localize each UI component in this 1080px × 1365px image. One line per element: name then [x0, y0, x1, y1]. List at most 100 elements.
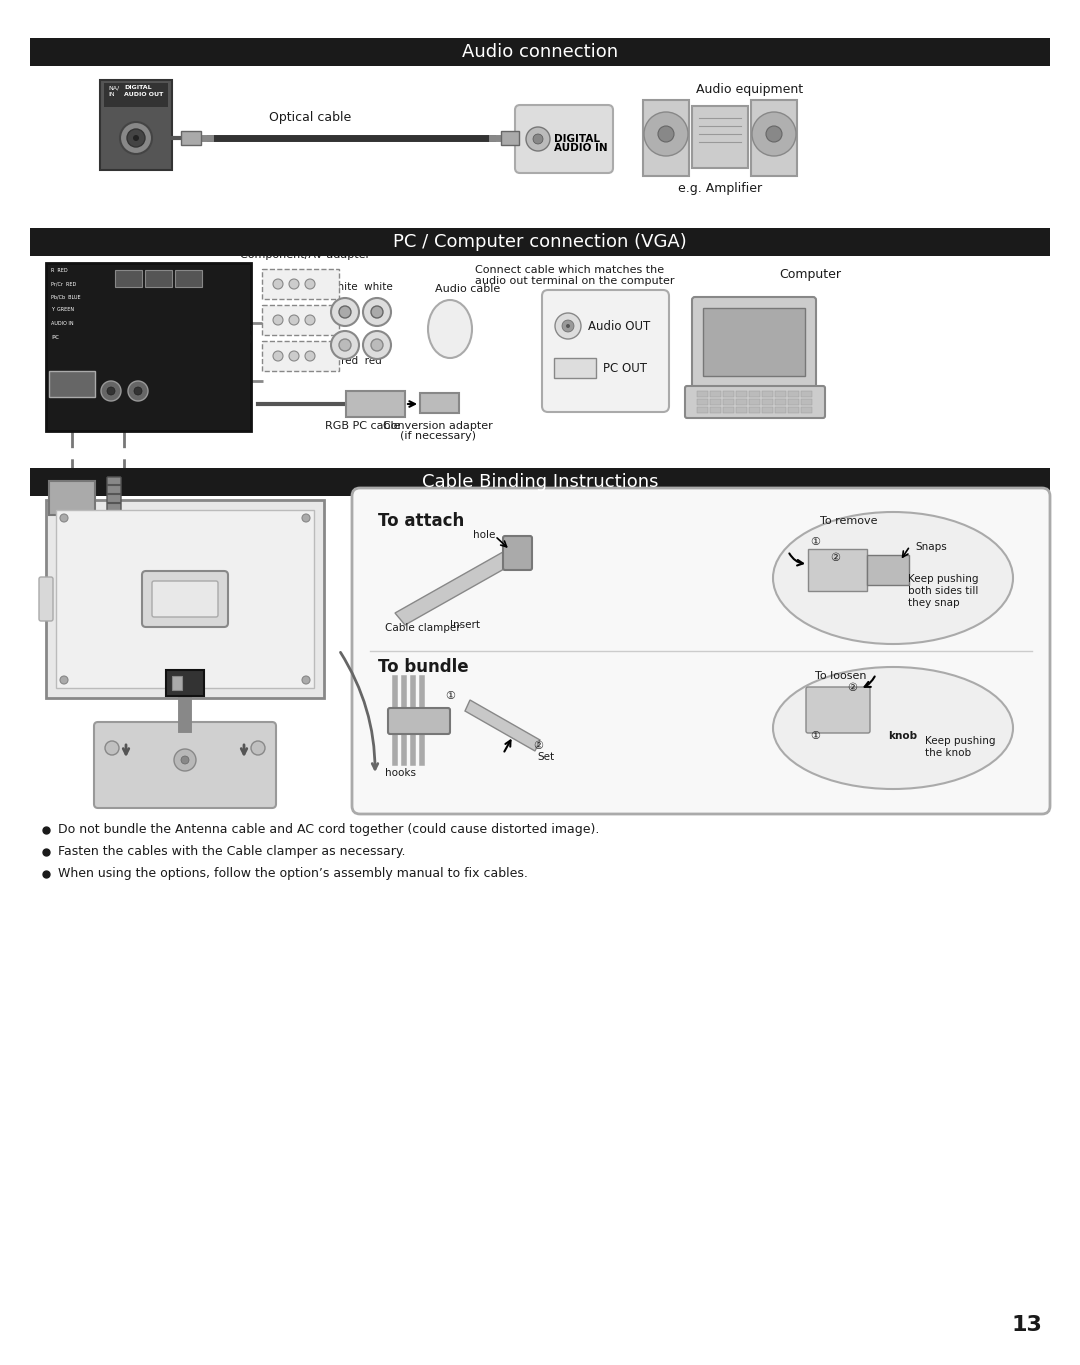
FancyBboxPatch shape [723, 390, 734, 397]
Circle shape [766, 126, 782, 142]
Text: e.g. Amplifier: e.g. Amplifier [678, 182, 762, 195]
FancyBboxPatch shape [806, 687, 870, 733]
FancyBboxPatch shape [49, 480, 95, 515]
FancyBboxPatch shape [697, 407, 708, 414]
Circle shape [251, 741, 265, 755]
FancyBboxPatch shape [515, 105, 613, 173]
FancyBboxPatch shape [735, 390, 747, 397]
FancyBboxPatch shape [750, 407, 760, 414]
Text: Set: Set [537, 752, 554, 762]
Text: PC: PC [51, 334, 59, 340]
Circle shape [289, 315, 299, 325]
Text: Component/AV adapter: Component/AV adapter [240, 250, 370, 259]
FancyBboxPatch shape [56, 511, 314, 688]
FancyBboxPatch shape [100, 81, 172, 171]
Text: Computer: Computer [779, 268, 841, 281]
FancyBboxPatch shape [697, 390, 708, 397]
Text: both sides till: both sides till [908, 586, 978, 597]
FancyBboxPatch shape [49, 371, 95, 397]
Text: ②: ② [847, 682, 858, 693]
Text: RGB PC cable: RGB PC cable [325, 420, 401, 431]
Polygon shape [465, 700, 540, 751]
Text: Audio connection: Audio connection [462, 44, 618, 61]
Circle shape [363, 298, 391, 326]
Circle shape [133, 135, 139, 141]
Ellipse shape [773, 667, 1013, 789]
FancyBboxPatch shape [788, 407, 799, 414]
Text: hooks: hooks [384, 768, 416, 778]
FancyBboxPatch shape [775, 399, 786, 405]
Text: hole: hole [473, 530, 496, 541]
Circle shape [60, 515, 68, 521]
Text: Audio equipment: Audio equipment [697, 83, 804, 96]
Text: R  RED: R RED [51, 268, 68, 273]
Text: To attach: To attach [378, 512, 464, 530]
Text: Fasten the cables with the Cable clamper as necessary.: Fasten the cables with the Cable clamper… [58, 845, 405, 859]
FancyBboxPatch shape [30, 468, 1050, 495]
Circle shape [330, 330, 359, 359]
FancyBboxPatch shape [867, 556, 909, 586]
Text: knob: knob [888, 732, 917, 741]
Text: PC OUT: PC OUT [603, 362, 647, 374]
Circle shape [60, 676, 68, 684]
FancyBboxPatch shape [181, 131, 201, 145]
FancyBboxPatch shape [692, 106, 748, 168]
FancyBboxPatch shape [801, 399, 812, 405]
Text: ②: ② [534, 741, 543, 751]
Text: white  white: white white [329, 283, 393, 292]
Circle shape [134, 388, 141, 394]
Text: Optical cable: Optical cable [269, 111, 351, 124]
Circle shape [562, 319, 573, 332]
FancyBboxPatch shape [801, 390, 812, 397]
FancyBboxPatch shape [30, 38, 1050, 66]
Text: (if necessary): (if necessary) [400, 431, 476, 441]
Text: they snap: they snap [908, 598, 960, 607]
Text: Insert: Insert [450, 620, 480, 631]
Text: AUDIO OUT: AUDIO OUT [124, 91, 163, 97]
Text: ①: ① [810, 536, 820, 547]
Text: Y  GREEN: Y GREEN [51, 307, 75, 313]
FancyBboxPatch shape [723, 407, 734, 414]
Circle shape [752, 112, 796, 156]
FancyBboxPatch shape [750, 390, 760, 397]
Text: ①: ① [445, 691, 455, 702]
Circle shape [534, 134, 543, 143]
FancyBboxPatch shape [710, 399, 721, 405]
FancyBboxPatch shape [46, 263, 251, 431]
FancyBboxPatch shape [145, 270, 172, 287]
FancyBboxPatch shape [346, 390, 405, 416]
FancyBboxPatch shape [420, 393, 459, 414]
FancyBboxPatch shape [643, 100, 689, 176]
Circle shape [105, 741, 119, 755]
FancyBboxPatch shape [166, 670, 204, 696]
FancyBboxPatch shape [775, 407, 786, 414]
Text: Audio cable: Audio cable [435, 284, 500, 293]
Ellipse shape [428, 300, 472, 358]
Text: Pr/Cr  RED: Pr/Cr RED [51, 281, 77, 287]
FancyBboxPatch shape [762, 407, 773, 414]
Circle shape [372, 339, 383, 351]
FancyBboxPatch shape [501, 131, 519, 145]
FancyBboxPatch shape [735, 399, 747, 405]
Text: AUDIO IN: AUDIO IN [554, 143, 608, 153]
FancyBboxPatch shape [172, 676, 183, 689]
FancyBboxPatch shape [175, 270, 202, 287]
Circle shape [566, 324, 570, 328]
FancyBboxPatch shape [723, 399, 734, 405]
Circle shape [363, 330, 391, 359]
Circle shape [174, 749, 195, 771]
FancyBboxPatch shape [762, 390, 773, 397]
FancyBboxPatch shape [697, 399, 708, 405]
Text: ②: ② [831, 553, 840, 562]
Circle shape [372, 306, 383, 318]
Circle shape [127, 130, 145, 147]
Text: When using the options, follow the option’s assembly manual to fix cables.: When using the options, follow the optio… [58, 868, 528, 880]
Circle shape [305, 278, 315, 289]
FancyBboxPatch shape [388, 708, 450, 734]
Circle shape [658, 126, 674, 142]
Circle shape [289, 278, 299, 289]
Circle shape [555, 313, 581, 339]
Text: PC / Computer connection (VGA): PC / Computer connection (VGA) [393, 233, 687, 251]
FancyBboxPatch shape [685, 386, 825, 418]
Circle shape [129, 381, 148, 401]
